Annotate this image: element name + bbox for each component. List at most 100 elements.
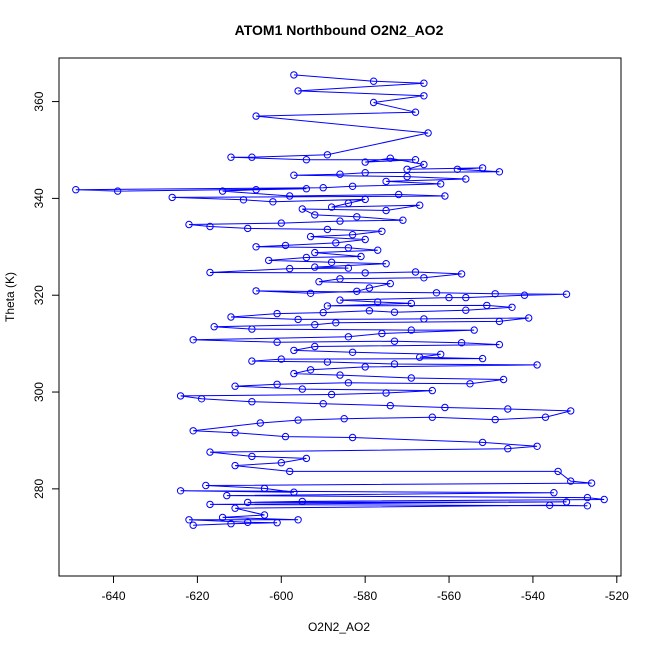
- data-point: [407, 326, 415, 334]
- data-point: [390, 308, 399, 316]
- data-point: [306, 232, 315, 241]
- data-point: [323, 358, 332, 366]
- x-tick-label: -540: [521, 589, 545, 603]
- data-point: [244, 518, 252, 526]
- data-point: [248, 398, 256, 406]
- data-point: [495, 317, 504, 326]
- data-point: [227, 520, 235, 528]
- y-tick-label: 360: [32, 91, 46, 111]
- data-point: [197, 395, 206, 403]
- data-point: [562, 498, 571, 506]
- data-point: [583, 502, 592, 510]
- data-point: [361, 363, 369, 371]
- data-point: [445, 293, 453, 302]
- data-point: [323, 151, 332, 159]
- data-point: [206, 222, 214, 231]
- data-point: [206, 500, 214, 509]
- data-point: [420, 274, 428, 282]
- data-point: [504, 445, 512, 453]
- data-point: [290, 488, 298, 496]
- y-tick-label: 340: [32, 188, 46, 208]
- data-point: [210, 323, 218, 331]
- data-point: [462, 293, 470, 302]
- data-point: [256, 419, 264, 427]
- data-point: [344, 244, 353, 252]
- data-point: [252, 243, 260, 251]
- data-point: [327, 390, 336, 399]
- data-point: [386, 401, 394, 410]
- data-point: [336, 296, 344, 304]
- data-point: [478, 438, 487, 447]
- data-point: [252, 112, 260, 120]
- data-point: [227, 153, 235, 161]
- data-point: [336, 275, 344, 283]
- data-point: [239, 196, 248, 204]
- data-point: [281, 241, 290, 250]
- data-point: [567, 477, 575, 485]
- chart-title: ATOM1 Northbound O2N2_AO2: [235, 22, 444, 38]
- data-point: [407, 374, 415, 382]
- data-point: [361, 195, 369, 204]
- data-point: [231, 382, 239, 390]
- data-point: [348, 231, 357, 239]
- data-point: [432, 289, 441, 297]
- data-point: [382, 260, 390, 268]
- data-point: [286, 192, 294, 200]
- data-point: [361, 169, 369, 177]
- data-point: [323, 302, 332, 310]
- data-point: [202, 481, 210, 490]
- data-point: [554, 467, 562, 476]
- data-point: [416, 201, 424, 209]
- data-point: [437, 350, 445, 358]
- data-point: [281, 432, 290, 441]
- y-tick-label: 320: [32, 285, 46, 305]
- data-point: [353, 287, 361, 295]
- data-point: [189, 521, 197, 529]
- data-point: [265, 256, 273, 265]
- data-point: [374, 246, 382, 254]
- y-tick-label: 300: [32, 382, 46, 402]
- data-point: [315, 278, 323, 286]
- plot-area-frame: [58, 57, 622, 577]
- data-point: [365, 284, 374, 292]
- x-tick-label: -620: [185, 589, 209, 603]
- data-point: [306, 366, 315, 374]
- x-tick-label: -580: [353, 589, 377, 603]
- data-point: [348, 182, 357, 191]
- data-point: [311, 263, 319, 271]
- data-point: [332, 239, 340, 247]
- data-point: [587, 479, 596, 487]
- data-point: [248, 452, 256, 461]
- data-point: [218, 187, 227, 195]
- x-tick-label: -640: [102, 589, 126, 603]
- data-point: [306, 289, 315, 297]
- data-point: [206, 448, 214, 456]
- data-point: [411, 108, 420, 116]
- data-point: [327, 258, 336, 266]
- data-point: [567, 407, 575, 415]
- data-point: [369, 77, 378, 85]
- data-point: [437, 180, 445, 188]
- data-point: [294, 315, 302, 324]
- data-point: [189, 336, 197, 344]
- data-point: [344, 379, 353, 387]
- data-point: [550, 489, 558, 497]
- data-point: [319, 184, 327, 192]
- data-point: [290, 369, 298, 378]
- data-point: [386, 279, 394, 288]
- x-tick-label: -520: [605, 589, 629, 603]
- series-layer: [72, 71, 608, 529]
- x-tick-label: -560: [437, 589, 461, 603]
- data-point: [311, 211, 319, 219]
- data-point: [428, 386, 436, 395]
- data-point: [294, 87, 302, 95]
- data-point: [420, 92, 428, 100]
- data-point: [286, 467, 294, 476]
- data-point: [395, 190, 403, 199]
- axes-layer: -640 -620 -600 -580 -560 -540 -520 280 300 320 340…: [32, 91, 629, 603]
- data-point: [386, 154, 394, 162]
- data-point: [332, 319, 340, 327]
- data-point: [273, 519, 281, 527]
- data-point: [562, 290, 571, 298]
